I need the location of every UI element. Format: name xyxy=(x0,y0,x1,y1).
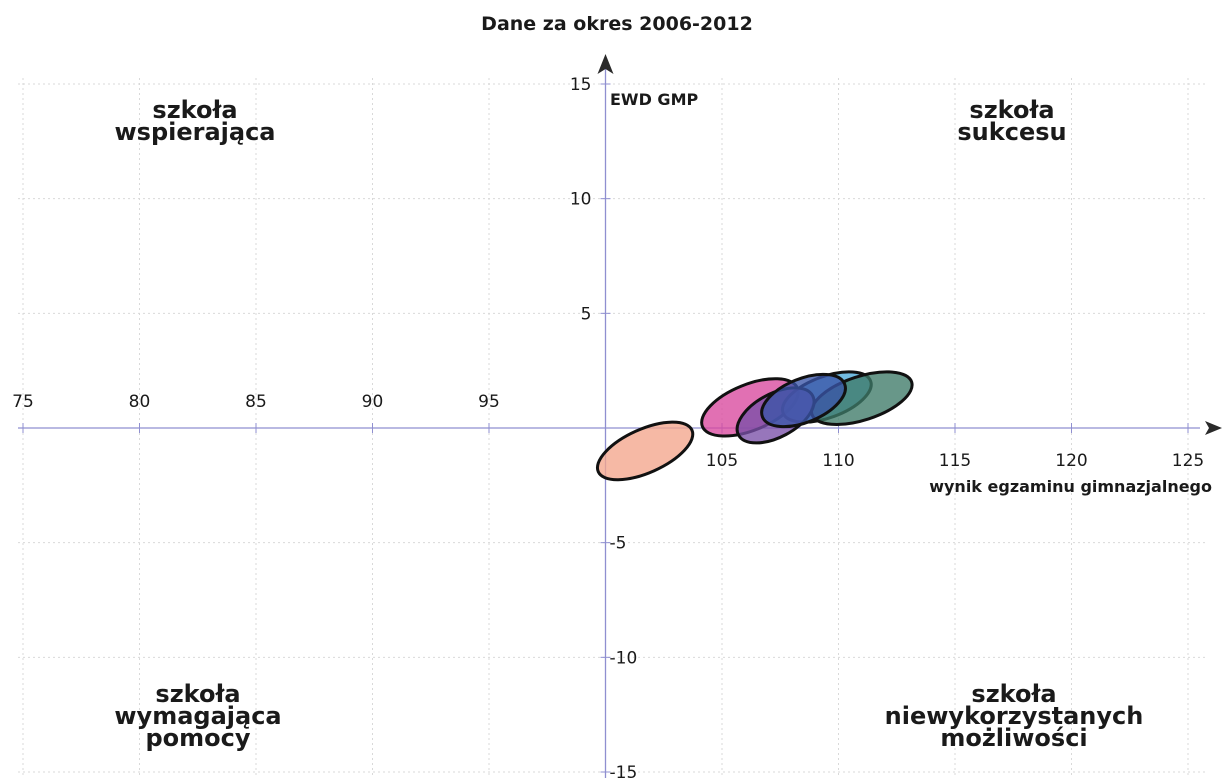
x-tick-label: 105 xyxy=(706,451,738,471)
quadrant-label-bottom-left: szkoła wymagająca pomocy xyxy=(114,680,281,752)
x-axis-arrow-icon xyxy=(1205,421,1222,435)
quadrant-label-line: pomocy xyxy=(145,724,250,752)
quadrant-label-line: szkoła xyxy=(155,680,240,708)
quadrant-label-line: możliwości xyxy=(940,724,1087,752)
y-tick-label: 15 xyxy=(570,75,592,95)
data-ellipses xyxy=(595,370,914,482)
y-axis-label: EWD GMP xyxy=(610,90,698,109)
quadrant-label-line: sukcesu xyxy=(957,118,1066,146)
y-tick-label: -10 xyxy=(610,648,638,668)
quadrant-label-line: wspierająca xyxy=(114,118,275,146)
x-tick-label: 75 xyxy=(12,392,34,412)
x-tick-label: 80 xyxy=(129,392,151,412)
y-tick-label: -5 xyxy=(610,534,627,554)
y-axis-arrow-icon xyxy=(597,54,614,74)
x-tick-label: 90 xyxy=(362,392,384,412)
y-tick-label: -15 xyxy=(610,763,638,782)
x-tick-label: 110 xyxy=(822,451,854,471)
quadrant-label-line: szkoła xyxy=(971,680,1056,708)
quadrant-label-bottom-right: szkoła niewykorzystanych możliwości xyxy=(885,680,1144,752)
quadrant-label-top-left: szkoła wspierająca xyxy=(114,96,275,146)
axes-layer xyxy=(18,54,1222,778)
quadrant-label-top-right: szkoła sukcesu xyxy=(957,96,1066,146)
quadrant-label-line: szkoła xyxy=(969,96,1054,124)
y-tick-label: 5 xyxy=(581,304,592,324)
x-axis-label: wynik egzaminu gimnazjalnego xyxy=(929,477,1212,496)
x-tick-label: 120 xyxy=(1055,451,1087,471)
x-tick-label: 125 xyxy=(1172,451,1204,471)
chart-title: Dane za okres 2006-2012 xyxy=(481,13,753,35)
y-tick-label: 10 xyxy=(570,190,592,210)
x-tick-label: 95 xyxy=(478,392,500,412)
data-ellipse xyxy=(760,372,847,429)
x-tick-label: 85 xyxy=(245,392,267,412)
quadrant-label-line: szkoła xyxy=(152,96,237,124)
data-ellipse xyxy=(595,420,695,482)
x-tick-label: 115 xyxy=(939,451,971,471)
quadrant-label-line: niewykorzystanych xyxy=(885,702,1144,730)
quadrant-label-line: wymagająca xyxy=(114,702,281,730)
